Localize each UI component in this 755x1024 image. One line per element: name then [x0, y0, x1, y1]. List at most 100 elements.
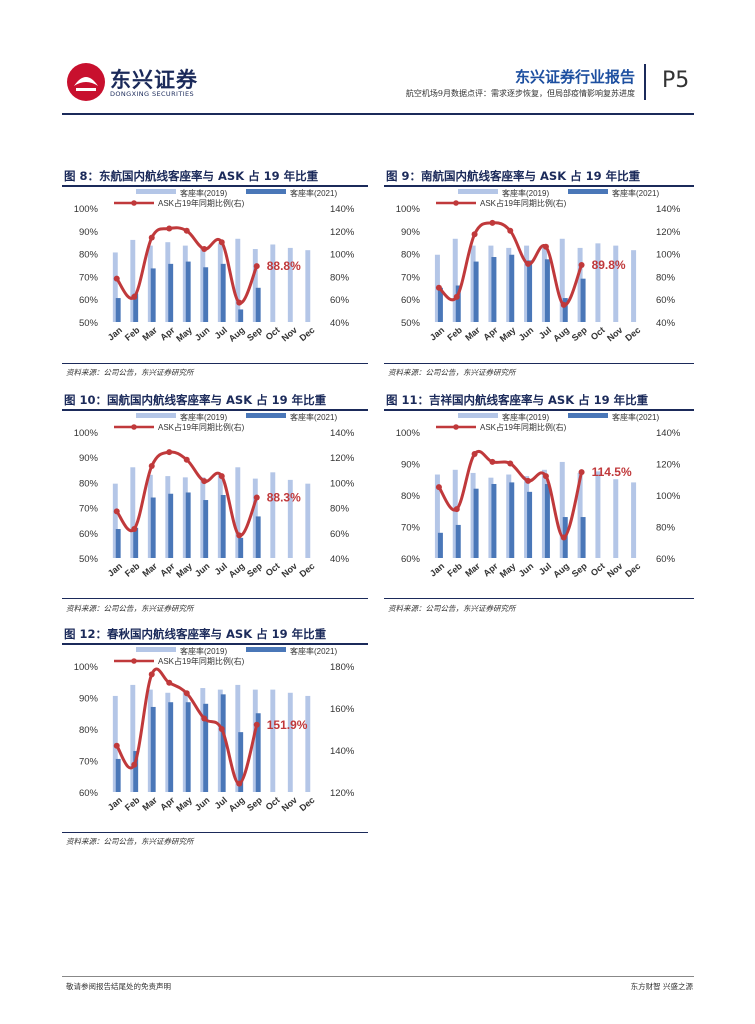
bar-2019: [305, 483, 311, 558]
bar-2019: [287, 692, 293, 792]
y-tick-right: 40%: [656, 318, 676, 329]
legend-label-2021: 客座率(2021): [290, 646, 337, 656]
y-tick-left: 80%: [79, 725, 99, 736]
legend-label-ratio: ASK占19年同期比例(右): [480, 198, 567, 208]
legend-marker-ratio: [131, 200, 137, 206]
bar-2021: [133, 293, 139, 322]
ratio-point: [218, 239, 225, 246]
data-label-latest: 88.8%: [267, 259, 301, 273]
bar-2021: [473, 261, 479, 322]
y-tick-right: 140%: [330, 428, 355, 439]
y-tick-left: 100%: [74, 204, 99, 215]
legend-marker-ratio: [453, 200, 459, 206]
bar-2019: [559, 238, 565, 322]
figure-rule: [384, 598, 694, 599]
bar-2019: [488, 245, 494, 322]
legend-swatch-2021: [246, 647, 286, 652]
ratio-point: [578, 262, 585, 268]
y-tick-left: 100%: [74, 428, 99, 439]
bar-2021: [150, 268, 156, 322]
figure-source: 资料来源：公司公告，东兴证券研究所: [66, 837, 194, 846]
legend-label-2019: 客座率(2019): [180, 646, 227, 656]
y-tick-right: 180%: [330, 662, 355, 673]
y-tick-left: 50%: [401, 318, 421, 329]
ratio-point: [218, 726, 225, 732]
bar-2021: [150, 706, 156, 792]
x-tick-label: Aug: [227, 561, 247, 580]
y-tick-left: 50%: [79, 554, 99, 565]
bar-2021: [168, 263, 174, 322]
x-tick-label: Mar: [463, 325, 482, 343]
bar-2021: [580, 517, 586, 558]
bar-2021: [437, 532, 443, 558]
bar-2019: [434, 474, 440, 558]
bar-2019: [217, 689, 223, 792]
bar-2021: [133, 751, 139, 792]
y-tick-right: 80%: [656, 523, 676, 534]
bar-2019: [112, 483, 118, 558]
bar-2019: [112, 252, 118, 322]
y-tick-right: 140%: [330, 204, 355, 215]
bar-2021: [185, 261, 191, 322]
ratio-point: [236, 532, 243, 539]
bar-2019: [252, 689, 258, 792]
bar-2019: [305, 695, 311, 792]
legend-label-ratio: ASK占19年同期比例(右): [158, 422, 245, 432]
report-title: 东兴证券行业报告: [514, 68, 635, 86]
y-tick-right: 120%: [330, 788, 355, 799]
data-label-latest: 89.8%: [592, 258, 626, 272]
figure-rule: [384, 363, 694, 364]
legend-label-ratio: ASK占19年同期比例(右): [158, 656, 245, 666]
y-tick-right: 120%: [330, 227, 355, 238]
bar-2019: [200, 246, 206, 322]
bar-2019: [524, 476, 530, 558]
legend-swatch-2021: [568, 413, 608, 418]
bar-2021: [168, 493, 174, 558]
chart-fig8: 客座率(2019) 客座率(2021) ASK占19年同期比例(右) 50% 60% 70…: [74, 188, 355, 344]
bar-2019: [577, 472, 583, 558]
bar-2019: [287, 247, 293, 322]
y-tick-right: 100%: [330, 478, 355, 489]
bar-2021: [150, 497, 156, 558]
x-tick-label: Feb: [445, 325, 464, 343]
ratio-point: [507, 227, 514, 234]
x-tick-label: May: [498, 325, 518, 344]
figure-title: 图 12：春秋国内航线客座率与 ASK 占 19 年比重: [64, 627, 327, 641]
figure-source: 资料来源：公司公告，东兴证券研究所: [388, 604, 516, 613]
figure-rule: [62, 185, 368, 187]
bar-2021: [491, 483, 497, 558]
x-tick-label: Dec: [297, 325, 316, 343]
legend-marker-ratio: [131, 424, 137, 430]
ratio-point: [166, 679, 173, 686]
y-tick-left: 90%: [401, 227, 421, 238]
x-tick-label: Nov: [605, 325, 624, 344]
bar-2021: [220, 263, 226, 322]
x-tick-label: Mar: [140, 325, 159, 343]
x-tick-label: Feb: [445, 561, 464, 579]
ratio-point: [507, 460, 514, 467]
x-tick-label: Mar: [463, 561, 482, 579]
bar-2021: [220, 495, 226, 558]
x-tick-label: Jun: [517, 561, 536, 579]
x-tick-label: Jul: [213, 561, 229, 577]
header-rule: [62, 113, 694, 115]
ratio-point: [435, 284, 442, 291]
bar-2019: [235, 467, 241, 558]
y-tick-right: 40%: [330, 554, 350, 565]
y-tick-left: 100%: [396, 204, 421, 215]
x-tick-label: Aug: [551, 561, 571, 580]
legend-label-2021: 客座率(2021): [612, 188, 659, 198]
legend-swatch-2019: [458, 189, 498, 194]
y-tick-right: 60%: [330, 529, 350, 540]
legend-label-2019: 客座率(2019): [180, 188, 227, 198]
y-tick-left: 60%: [79, 529, 99, 540]
bar-2021: [115, 298, 121, 322]
y-tick-right: 120%: [330, 453, 355, 464]
y-tick-left: 100%: [396, 428, 421, 439]
chart-fig12: 客座率(2019) 客座率(2021) ASK占19年同期比例(右) 60% 70% 80…: [74, 646, 355, 814]
y-tick-left: 60%: [79, 295, 99, 306]
legend-label-2021: 客座率(2021): [290, 188, 337, 198]
bar-2021: [255, 516, 261, 558]
bar-2019: [452, 238, 458, 322]
x-tick-label: Oct: [589, 325, 607, 342]
